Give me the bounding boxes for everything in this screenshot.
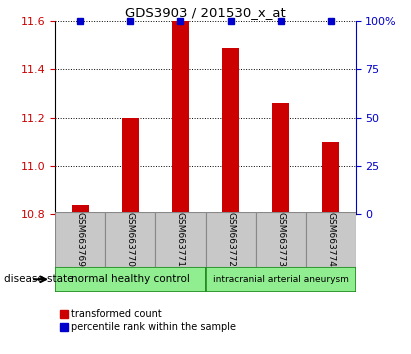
Text: GSM663771: GSM663771 — [176, 212, 185, 267]
Text: GSM663772: GSM663772 — [226, 212, 235, 267]
Bar — [222, 48, 239, 214]
Bar — [172, 21, 189, 214]
Legend: transformed count, percentile rank within the sample: transformed count, percentile rank withi… — [60, 309, 236, 332]
Bar — [122, 118, 139, 214]
Bar — [206, 267, 356, 292]
Bar — [155, 212, 206, 267]
Text: disease state: disease state — [4, 274, 74, 284]
Bar — [72, 205, 89, 214]
Text: GSM663770: GSM663770 — [126, 212, 135, 267]
Bar — [55, 267, 206, 292]
Text: GSM663773: GSM663773 — [276, 212, 285, 267]
Title: GDS3903 / 201530_x_at: GDS3903 / 201530_x_at — [125, 6, 286, 19]
Bar — [305, 212, 356, 267]
Bar — [55, 212, 106, 267]
Bar — [106, 212, 155, 267]
Text: GSM663769: GSM663769 — [76, 212, 85, 267]
Text: normal healthy control: normal healthy control — [71, 274, 190, 284]
Bar — [206, 212, 256, 267]
Text: intracranial arterial aneurysm: intracranial arterial aneurysm — [212, 275, 349, 284]
Text: GSM663774: GSM663774 — [326, 212, 335, 267]
Bar — [256, 212, 305, 267]
Bar — [272, 103, 289, 214]
Bar — [322, 142, 339, 214]
